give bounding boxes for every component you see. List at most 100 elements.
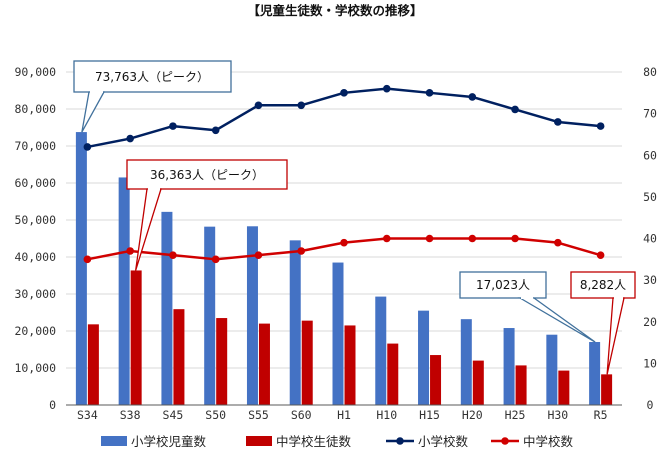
chart-title: 【児童生徒数・学校数の推移】 [247, 3, 422, 18]
point-elementary-schools [596, 122, 605, 130]
point-junior-schools [511, 234, 519, 243]
callout-label: 73,763人（ピーク） [95, 70, 209, 84]
legend-swatch [101, 436, 127, 446]
bar-junior-students [344, 325, 356, 405]
bar-elementary-students [375, 296, 387, 405]
point-junior-schools [382, 234, 391, 243]
legend-label: 小学校児童数 [131, 434, 207, 449]
point-junior-schools [596, 251, 605, 259]
y-left-tick-label: 80,000 [14, 102, 56, 116]
point-elementary-schools [83, 143, 92, 151]
bar-elementary-students [503, 328, 515, 405]
point-junior-schools [425, 234, 434, 243]
y-right-tick-label: 60 [643, 148, 657, 162]
bar-elementary-students [546, 334, 558, 405]
bar-junior-students [558, 370, 570, 405]
y-left-tick-label: 20,000 [14, 324, 56, 338]
x-tick-label: S34 [77, 408, 98, 422]
bar-junior-students [216, 318, 228, 405]
point-junior-schools [554, 238, 562, 247]
bar-junior-students [472, 360, 484, 405]
callout-box [570, 271, 636, 299]
point-junior-schools [340, 238, 348, 247]
y-right-tick-label: 30 [643, 273, 657, 287]
x-tick-label: H10 [376, 408, 397, 422]
bar-elementary-students [161, 211, 173, 405]
x-tick-label: H25 [505, 408, 526, 422]
legend-swatch-marker [396, 437, 404, 445]
bar-elementary-students [332, 262, 344, 405]
callout-box [73, 60, 232, 93]
callout-pointer [135, 188, 162, 271]
bar-junior-students [258, 323, 270, 405]
legend-label: 中学校数 [523, 434, 574, 449]
y-left-tick-label: 60,000 [14, 176, 56, 190]
bar-junior-students [387, 343, 399, 405]
point-junior-schools [297, 247, 306, 255]
bar-junior-students [301, 320, 313, 405]
point-junior-schools [126, 247, 134, 255]
callout-label: 8,282人 [580, 278, 626, 292]
legend: 小学校児童数 中学校生徒数 小学校数 中学校数 [101, 434, 574, 449]
point-junior-schools [468, 234, 477, 243]
axes: 0 10,000 20,000 30,000 40,000 50,000 60,000 70,… [14, 65, 657, 422]
bar-elementary-students [246, 226, 258, 405]
bar-elementary-students [204, 226, 216, 405]
callout-box [459, 271, 547, 299]
callout-pointer [81, 91, 106, 133]
x-tick-label: H30 [547, 408, 568, 422]
y-left-tick-label: 70,000 [14, 139, 56, 153]
callout-label: 17,023人 [476, 278, 530, 292]
x-tick-label: H20 [462, 408, 483, 422]
callout-pointer [606, 297, 625, 375]
bar-elementary-students [460, 319, 472, 405]
point-elementary-schools [126, 134, 134, 143]
y-right-tick-label: 10 [643, 356, 657, 370]
x-tick-label: R5 [594, 408, 608, 422]
point-elementary-schools [340, 89, 348, 97]
y-right-tick-label: 80 [643, 65, 657, 79]
callout-label: 36,363人（ピーク） [150, 168, 264, 182]
bar-elementary-students [118, 177, 130, 405]
callouts: 73,763人（ピーク） 36,363人（ピーク） 17,023人 8,282人 [73, 60, 636, 375]
bar-junior-students [173, 309, 185, 405]
y-left-tick-label: 50,000 [14, 213, 56, 227]
y-left-tick-label: 0 [49, 398, 56, 412]
point-elementary-schools [211, 126, 220, 135]
point-junior-schools [254, 251, 263, 259]
point-elementary-schools [425, 89, 434, 97]
point-junior-schools [83, 255, 92, 264]
callout-box [126, 159, 288, 190]
callout-pointer [517, 297, 596, 343]
point-elementary-schools [554, 118, 562, 126]
y-left-tick-label: 10,000 [14, 361, 56, 375]
x-tick-label: S38 [120, 408, 141, 422]
y-right-tick-label: 0 [647, 398, 654, 412]
y-right-tick-label: 70 [643, 107, 657, 121]
legend-label: 中学校生徒数 [276, 434, 352, 449]
point-elementary-schools [297, 101, 306, 110]
legend-swatch-marker [501, 437, 509, 445]
point-junior-schools [169, 251, 177, 259]
bar-elementary-students [75, 132, 87, 405]
x-tick-label: S50 [205, 408, 226, 422]
x-tick-label: S45 [163, 408, 184, 422]
y-left-tick-label: 30,000 [14, 287, 56, 301]
bar-junior-students [515, 365, 527, 405]
bar-junior-students [87, 324, 99, 405]
x-tick-label: H1 [337, 408, 351, 422]
point-elementary-schools [382, 84, 391, 93]
bars [75, 132, 613, 405]
line-series [83, 84, 605, 264]
bar-junior-students [130, 270, 142, 405]
y-left-tick-label: 90,000 [14, 65, 56, 79]
point-elementary-schools [254, 101, 263, 110]
bar-junior-students [601, 374, 613, 405]
bar-elementary-students [289, 240, 301, 405]
point-elementary-schools [169, 122, 177, 130]
y-right-tick-label: 50 [643, 190, 657, 204]
y-right-tick-label: 20 [643, 315, 657, 329]
bar-elementary-students [589, 342, 601, 405]
